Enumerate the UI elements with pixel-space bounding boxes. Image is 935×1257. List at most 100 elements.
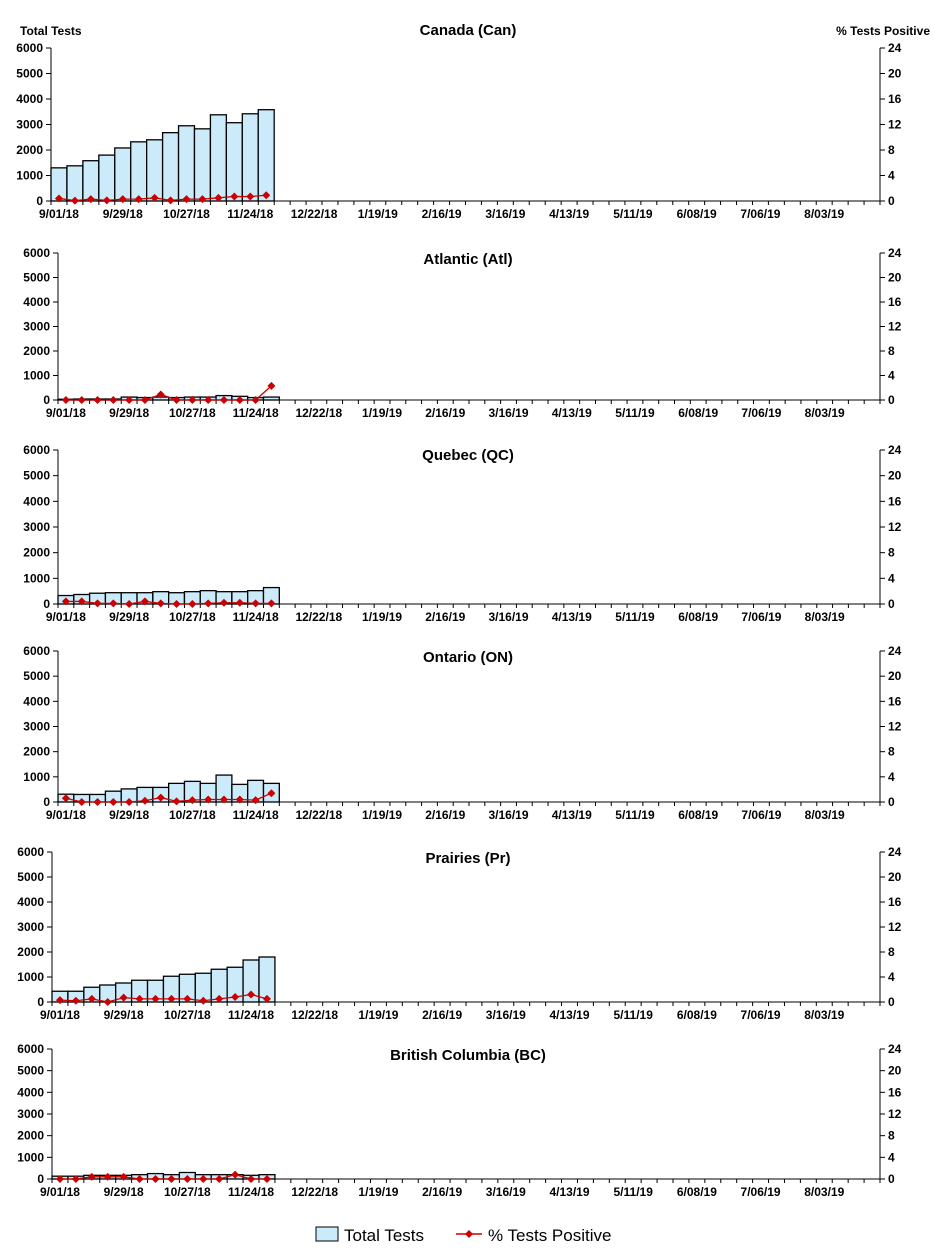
- x-tick-label: 12/22/18: [295, 808, 342, 822]
- y-tick-label: 6000: [17, 1042, 44, 1056]
- marker-pct-positive: [219, 795, 228, 804]
- x-tick-label: 7/06/19: [741, 1185, 781, 1199]
- marker-pct-positive: [262, 1175, 271, 1183]
- panel-1: Atlantic (Atl) 0 1000 2000 3000 4000 5000 6000 0…: [23, 246, 901, 420]
- y2-tick-label: 20: [888, 669, 902, 683]
- x-tick-label: 9/01/18: [39, 207, 79, 221]
- x-tick-label: 3/16/19: [486, 1185, 526, 1199]
- y-tick-label: 3000: [16, 118, 43, 132]
- y2-tick-label: 24: [888, 246, 902, 260]
- y2-tick-label: 12: [888, 1107, 902, 1121]
- bar-total-tests: [130, 141, 148, 202]
- y-tick-label: 4000: [23, 295, 50, 309]
- y2-tick-label: 4: [888, 1150, 895, 1164]
- x-tick-label: 7/06/19: [741, 1008, 781, 1022]
- y-tick-label: 0: [43, 393, 50, 407]
- x-tick-label: 11/24/18: [233, 406, 279, 420]
- bar-total-tests: [98, 154, 116, 202]
- y2-tick-label: 24: [888, 845, 902, 859]
- marker-pct-positive: [235, 598, 244, 607]
- bar-total-tests: [209, 114, 228, 202]
- y2-tick-label: 24: [888, 41, 902, 55]
- panel-title: Ontario (ON): [423, 649, 513, 666]
- y-tick-label: 5000: [23, 469, 50, 483]
- y2-tick-label: 16: [888, 494, 902, 508]
- marker-pct-positive: [188, 396, 197, 404]
- y-tick-label: 5000: [16, 67, 43, 81]
- x-tick-label: 3/16/19: [488, 406, 528, 420]
- marker-pct-positive: [151, 1175, 160, 1183]
- y2-tick-label: 20: [888, 469, 902, 483]
- y2-tick-label: 16: [888, 694, 902, 708]
- x-tick-label: 6/08/19: [678, 610, 718, 624]
- marker-pct-positive: [87, 994, 96, 1003]
- bar-total-tests: [146, 139, 164, 202]
- marker-pct-positive: [55, 1175, 64, 1183]
- marker-pct-positive: [214, 193, 223, 202]
- x-tick-label: 12/22/18: [291, 1008, 338, 1022]
- y2-tick-label: 12: [888, 520, 902, 534]
- y2-tick-label: 0: [888, 1172, 895, 1186]
- y2-tick-label: 12: [888, 320, 902, 334]
- marker-pct-positive: [172, 797, 181, 806]
- legend: Total Tests % Tests Positive: [315, 1226, 611, 1245]
- marker-pct-positive: [204, 795, 213, 804]
- y-tick-label: 3000: [23, 320, 50, 334]
- marker-pct-positive: [172, 600, 181, 608]
- x-tick-label: 7/06/19: [740, 207, 780, 221]
- marker-pct-positive: [172, 396, 181, 404]
- marker-pct-positive: [134, 195, 143, 204]
- marker-pct-positive: [251, 599, 260, 608]
- y-tick-label: 4000: [16, 92, 43, 106]
- marker-pct-positive: [93, 599, 102, 608]
- marker-pct-positive: [140, 796, 149, 805]
- y-tick-label: 1000: [16, 169, 43, 183]
- x-tick-label: 12/22/18: [291, 207, 338, 221]
- x-tick-label: 11/24/18: [233, 610, 279, 624]
- bar-total-tests: [66, 165, 84, 202]
- x-tick-label: 9/01/18: [46, 808, 86, 822]
- x-tick-label: 8/03/19: [804, 1008, 844, 1022]
- bar-total-tests: [114, 147, 132, 202]
- marker-pct-positive: [267, 381, 276, 390]
- y2-tick-label: 16: [888, 1085, 902, 1099]
- marker-pct-positive: [77, 597, 86, 606]
- marker-pct-positive: [77, 396, 86, 404]
- y-tick-label: 5000: [17, 1064, 44, 1078]
- x-tick-label: 7/06/19: [741, 406, 781, 420]
- marker-pct-positive: [109, 396, 118, 404]
- marker-pct-positive: [119, 993, 128, 1002]
- marker-pct-positive: [70, 196, 79, 205]
- x-tick-label: 5/11/19: [615, 808, 655, 822]
- x-tick-label: 4/13/19: [549, 1185, 589, 1199]
- y-tick-label: 3000: [17, 1107, 44, 1121]
- marker-pct-positive: [235, 795, 244, 804]
- bar-total-tests: [262, 396, 280, 401]
- marker-pct-positive: [262, 191, 271, 200]
- marker-pct-positive: [167, 994, 176, 1003]
- x-tick-label: 7/06/19: [741, 808, 781, 822]
- y2-tick-label: 4: [888, 571, 895, 585]
- marker-pct-positive: [125, 600, 134, 608]
- marker-pct-positive: [55, 996, 64, 1005]
- y-tick-label: 2000: [17, 945, 44, 959]
- y2-tick-label: 16: [888, 92, 902, 106]
- x-tick-label: 6/08/19: [677, 1185, 717, 1199]
- marker-pct-positive: [71, 996, 80, 1005]
- y-tick-label: 5000: [23, 669, 50, 683]
- legend-bar-swatch: [315, 1226, 339, 1242]
- y-tick-label: 2000: [17, 1129, 44, 1143]
- marker-pct-positive: [140, 396, 149, 404]
- marker-pct-positive: [61, 396, 70, 404]
- y-tick-label: 6000: [17, 845, 44, 859]
- x-tick-label: 9/29/18: [109, 808, 149, 822]
- marker-pct-positive: [188, 796, 197, 805]
- bar-total-tests: [225, 122, 243, 202]
- marker-pct-positive: [87, 1172, 96, 1181]
- y-tick-label: 0: [43, 597, 50, 611]
- marker-pct-positive: [109, 599, 118, 608]
- right-axis-label: % Tests Positive: [836, 24, 930, 38]
- x-tick-label: 12/22/18: [291, 1185, 338, 1199]
- x-tick-label: 9/29/18: [109, 406, 149, 420]
